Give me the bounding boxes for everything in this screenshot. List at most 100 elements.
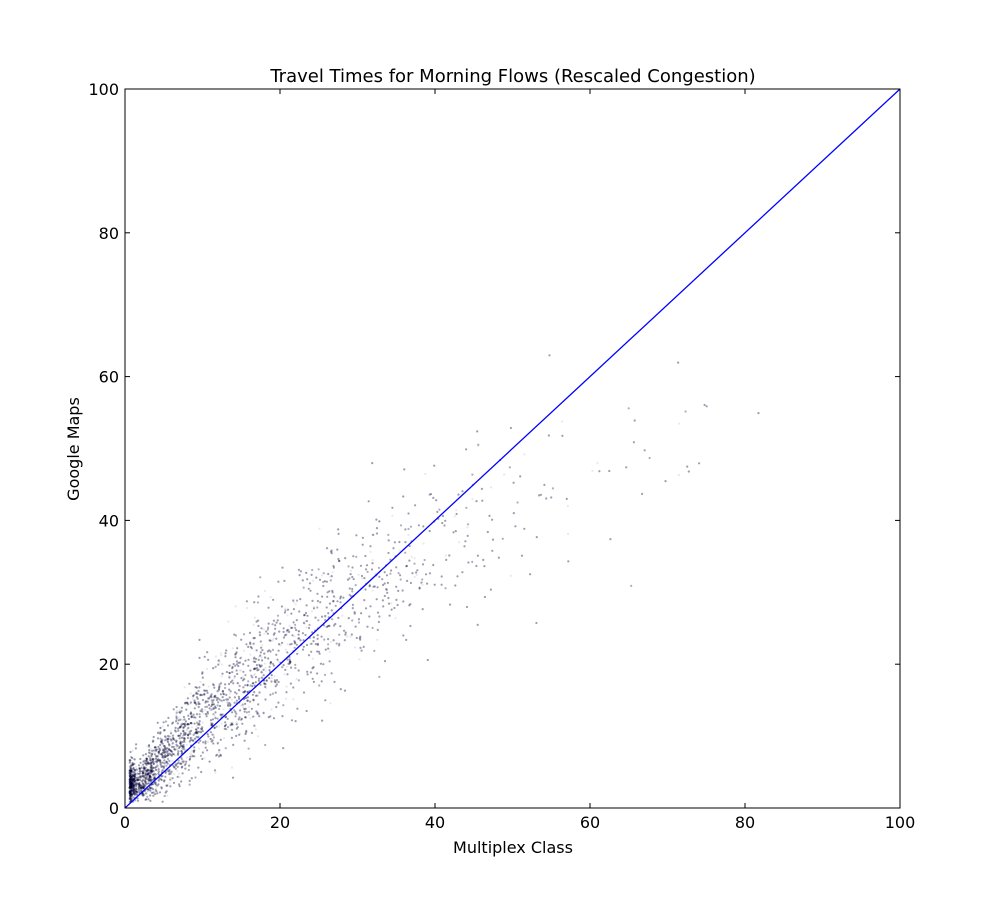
scatter-point	[341, 614, 344, 617]
scatter-point	[269, 661, 273, 664]
scatter-point	[311, 666, 314, 670]
scatter-point	[131, 762, 134, 765]
scatter-point	[161, 725, 165, 728]
scatter-point	[199, 709, 202, 713]
scatter-point	[263, 632, 266, 635]
scatter-point	[129, 759, 132, 762]
scatter-point	[193, 732, 196, 735]
scatter-point	[141, 767, 145, 770]
scatter-point	[220, 663, 224, 666]
scatter-point	[321, 595, 324, 598]
scatter-point	[246, 691, 249, 694]
scatter-point	[189, 702, 192, 705]
scatter-point	[270, 676, 273, 680]
scatter-point	[164, 748, 167, 751]
scatter-point	[204, 712, 207, 716]
scatter-point	[183, 722, 186, 725]
scatter-point	[134, 799, 137, 802]
scatter-point	[177, 729, 180, 732]
scatter-point	[313, 605, 316, 608]
scatter-point	[240, 656, 243, 659]
scatter-point	[185, 756, 189, 759]
scatter-point	[292, 698, 295, 701]
scatter-point	[175, 714, 178, 717]
scatter-point	[170, 743, 173, 746]
scatter-point	[201, 757, 204, 761]
scatter-point	[252, 623, 255, 627]
scatter-point	[157, 778, 160, 781]
scatter-point	[206, 732, 209, 736]
scatter-point	[337, 532, 340, 536]
scatter-point	[320, 680, 323, 683]
scatter-point	[325, 580, 328, 583]
scatter-point	[163, 729, 166, 732]
scatter-point	[312, 579, 315, 582]
scatter-point	[398, 549, 401, 552]
scatter-point	[333, 596, 336, 599]
scatter-point	[240, 704, 243, 707]
scatter-point	[128, 777, 131, 780]
scatter-point	[257, 703, 260, 706]
scatter-point	[214, 694, 217, 698]
scatter-point	[180, 744, 183, 747]
scatter-point	[286, 665, 289, 668]
scatter-point	[369, 550, 372, 553]
scatter-point	[220, 675, 223, 678]
scatter-point	[183, 686, 186, 689]
scatter-point	[182, 746, 185, 749]
scatter-point	[141, 772, 144, 775]
scatter-point	[413, 575, 416, 579]
scatter-point	[131, 775, 134, 778]
scatter-point	[186, 729, 189, 732]
scatter-point	[476, 554, 479, 557]
scatter-point	[268, 669, 271, 672]
scatter-point	[130, 786, 133, 789]
scatter-point	[129, 792, 132, 795]
scatter-point	[150, 768, 153, 771]
scatter-point	[226, 701, 230, 704]
scatter-point	[175, 705, 178, 709]
scatter-point	[560, 420, 564, 423]
scatter-point	[361, 577, 364, 580]
scatter-point	[130, 769, 133, 772]
scatter-point	[489, 486, 493, 489]
scatter-point	[304, 620, 307, 623]
scatter-point	[130, 788, 133, 791]
scatter-point	[133, 783, 137, 786]
scatter-point	[402, 495, 405, 498]
scatter-point	[231, 721, 234, 724]
scatter-point	[156, 769, 159, 772]
scatter-point	[259, 640, 262, 643]
scatter-point	[203, 709, 206, 712]
scatter-point	[153, 790, 156, 793]
scatter-point	[201, 721, 204, 724]
scatter-point	[390, 602, 393, 605]
scatter-point	[128, 776, 131, 779]
scatter-point	[135, 765, 138, 769]
scatter-point	[179, 711, 182, 714]
scatter-point	[131, 785, 134, 788]
scatter-point	[185, 743, 188, 746]
scatter-point	[172, 737, 175, 740]
scatter-point	[253, 672, 256, 676]
scatter-point	[219, 693, 222, 696]
scatter-point	[253, 674, 256, 677]
scatter-point	[259, 665, 262, 668]
scatter-point	[329, 575, 332, 578]
scatter-point	[148, 774, 151, 777]
scatter-point	[328, 650, 331, 654]
scatter-point	[455, 509, 458, 512]
scatter-point	[158, 759, 162, 762]
scatter-point	[309, 642, 312, 646]
scatter-point	[148, 775, 151, 778]
scatter-point	[144, 798, 147, 801]
scatter-point	[144, 762, 147, 766]
scatter-point	[236, 726, 239, 729]
scatter-point	[150, 770, 153, 774]
scatter-point	[146, 759, 149, 762]
scatter-point	[139, 786, 142, 789]
scatter-point	[130, 776, 133, 779]
scatter-point	[264, 656, 268, 659]
scatter-point	[277, 643, 281, 647]
scatter-point	[220, 722, 223, 725]
